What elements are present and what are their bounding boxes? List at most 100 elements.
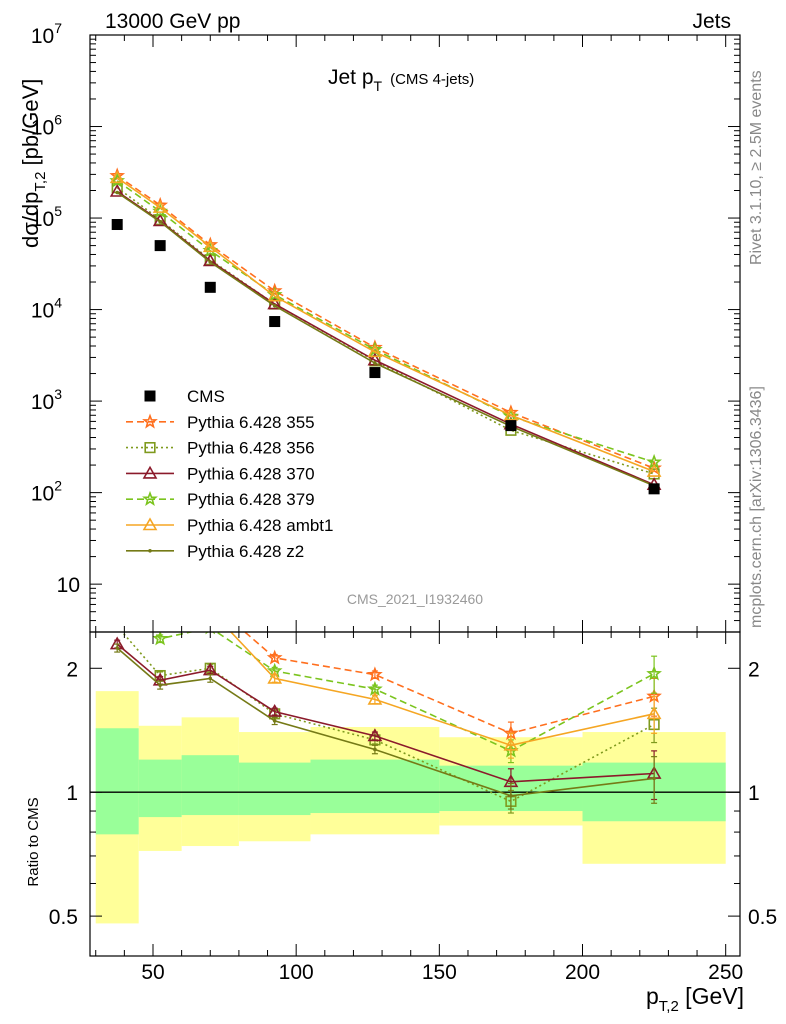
- legend-label: CMS: [187, 387, 225, 406]
- header-energy-label: 13000 GeV pp: [105, 10, 240, 33]
- plot-title-subscript: T: [374, 78, 383, 94]
- main-series-point: [367, 344, 383, 358]
- ratio-series-point: [154, 615, 166, 626]
- rivet-version-label: Rivet 3.1.10, ≥ 2.5M events: [748, 70, 765, 265]
- ratio-inner-band: [138, 759, 182, 818]
- ratio-series-point: [266, 649, 283, 665]
- main-y-tick-base: 10: [31, 208, 54, 231]
- main-y-tick-label: 102: [31, 478, 62, 506]
- main-y-tick-exponent: 6: [54, 112, 62, 128]
- main-y-tick-label: 10: [57, 574, 80, 597]
- main-y-tick-base: 10: [31, 483, 54, 506]
- ratio-y-tick-label-right: 2: [748, 658, 760, 681]
- main-series-point: [115, 190, 120, 195]
- main-y-tick-exponent: 3: [54, 386, 62, 402]
- cms-data-point: [111, 219, 123, 231]
- x-tick-label: 150: [422, 961, 457, 984]
- legend-entry: Pythia 6.428 ambt1: [126, 516, 333, 535]
- main-y-tick-base: 10: [57, 574, 80, 597]
- main-series-point: [267, 288, 283, 302]
- cms-data-point: [648, 483, 660, 495]
- mcplots-source-label: mcplots.cern.ch [arXiv:1306.3436]: [748, 386, 765, 628]
- ratio-inner-band: [238, 762, 311, 816]
- main-y-tick-base: 10: [31, 391, 54, 414]
- header-category-label: Jets: [692, 10, 731, 33]
- main-series-point: [272, 303, 277, 308]
- legend-entry: Pythia 6.428 356: [126, 439, 315, 458]
- x-tick-label: 200: [565, 961, 600, 984]
- ratio-series-point: [646, 665, 662, 681]
- plot-title-main: Jet p: [328, 66, 374, 89]
- ratio-inner-band: [310, 759, 440, 814]
- ratio-series-point: [204, 604, 216, 615]
- ratio-uncertainty-bands: [90, 691, 740, 924]
- cms-data-point: [269, 316, 281, 328]
- main-series-point: [202, 239, 218, 253]
- main-y-tick-exponent: 5: [54, 203, 62, 219]
- ratio-y-tick-label-right: 1: [748, 782, 760, 805]
- main-series-point: [152, 200, 168, 213]
- cms-data-layer: [111, 219, 660, 495]
- x-label-sub: T,2: [659, 998, 679, 1015]
- main-y-label-sub: T,2: [32, 172, 49, 192]
- ratio-axes: 0.5 0.51 12 250 100 150 200 250: [49, 631, 777, 984]
- main-series-point: [373, 361, 377, 365]
- main-y-tick-label: 104: [31, 295, 62, 323]
- legend-marker: [148, 549, 152, 553]
- ratio-series-point: [652, 776, 656, 781]
- x-tick-label: 50: [141, 961, 164, 984]
- main-y-tick-exponent: 2: [54, 478, 62, 494]
- main-series-point: [109, 183, 125, 197]
- main-series-pythia-6.428-ambt1: [109, 170, 662, 477]
- x-tick-label: 100: [279, 961, 314, 984]
- x-axis-label: pT,2 [GeV]: [646, 983, 744, 1015]
- ratio-y-axis-label: Ratio to CMS: [25, 797, 42, 886]
- cms-data-point: [369, 367, 381, 379]
- main-series-point: [646, 463, 662, 477]
- ratio-series-point: [115, 646, 120, 650]
- ratio-inner-band: [181, 755, 239, 816]
- ratio-series-point: [112, 567, 123, 578]
- main-series-pythia-6.428-356: [111, 182, 660, 480]
- main-y-tick-base: 10: [31, 25, 54, 48]
- ratio-series-point: [112, 590, 123, 601]
- ratio-series-point: [111, 576, 123, 587]
- legend-label: Pythia 6.428 356: [187, 439, 315, 458]
- ratio-series-point: [272, 719, 277, 723]
- ratio-series-layer: [109, 567, 662, 814]
- ratio-series-point: [503, 737, 519, 751]
- cms-data-point: [154, 240, 166, 252]
- main-series-point: [503, 408, 519, 424]
- legend-label: Pythia 6.428 355: [187, 413, 315, 432]
- main-y-label-unit: [pb/GeV]: [18, 79, 43, 172]
- ratio-series-point: [373, 747, 377, 752]
- main-y-tick-label: 105: [31, 203, 62, 231]
- main-series-point: [503, 407, 519, 421]
- ratio-series-point: [367, 666, 383, 682]
- x-label-text: p: [646, 983, 659, 1009]
- ratio-series-point: [205, 596, 216, 607]
- legend-marker-cms: [144, 390, 156, 402]
- legend-label: Pythia 6.428 z2: [187, 542, 304, 561]
- legend-marker: [142, 413, 158, 429]
- analysis-id-label: CMS_2021_I1932460: [347, 591, 483, 607]
- ratio-series-point: [267, 670, 283, 684]
- main-y-tick-label: 107: [31, 20, 62, 48]
- legend-label: Pythia 6.428 379: [187, 490, 315, 509]
- ratio-inner-band: [95, 728, 139, 835]
- plot-title: Jet pT (CMS 4-jets): [328, 66, 474, 94]
- legend-marker: [144, 441, 156, 454]
- ratio-series-point: [509, 794, 513, 798]
- legend-entry: Pythia 6.428 370: [126, 464, 315, 483]
- ratio-y-tick-label-right: 0.5: [748, 906, 777, 929]
- cms-data-point: [204, 281, 216, 293]
- main-y-tick-exponent: 4: [54, 295, 62, 311]
- legend-marker: [142, 490, 158, 506]
- main-y-tick-base: 10: [31, 117, 54, 140]
- ratio-y-tick-label-left: 0.5: [49, 906, 78, 929]
- legend-entry: Pythia 6.428 z2: [126, 542, 304, 561]
- main-y-label-text: dσ/dp: [18, 192, 43, 248]
- legend-label: Pythia 6.428 ambt1: [187, 516, 333, 535]
